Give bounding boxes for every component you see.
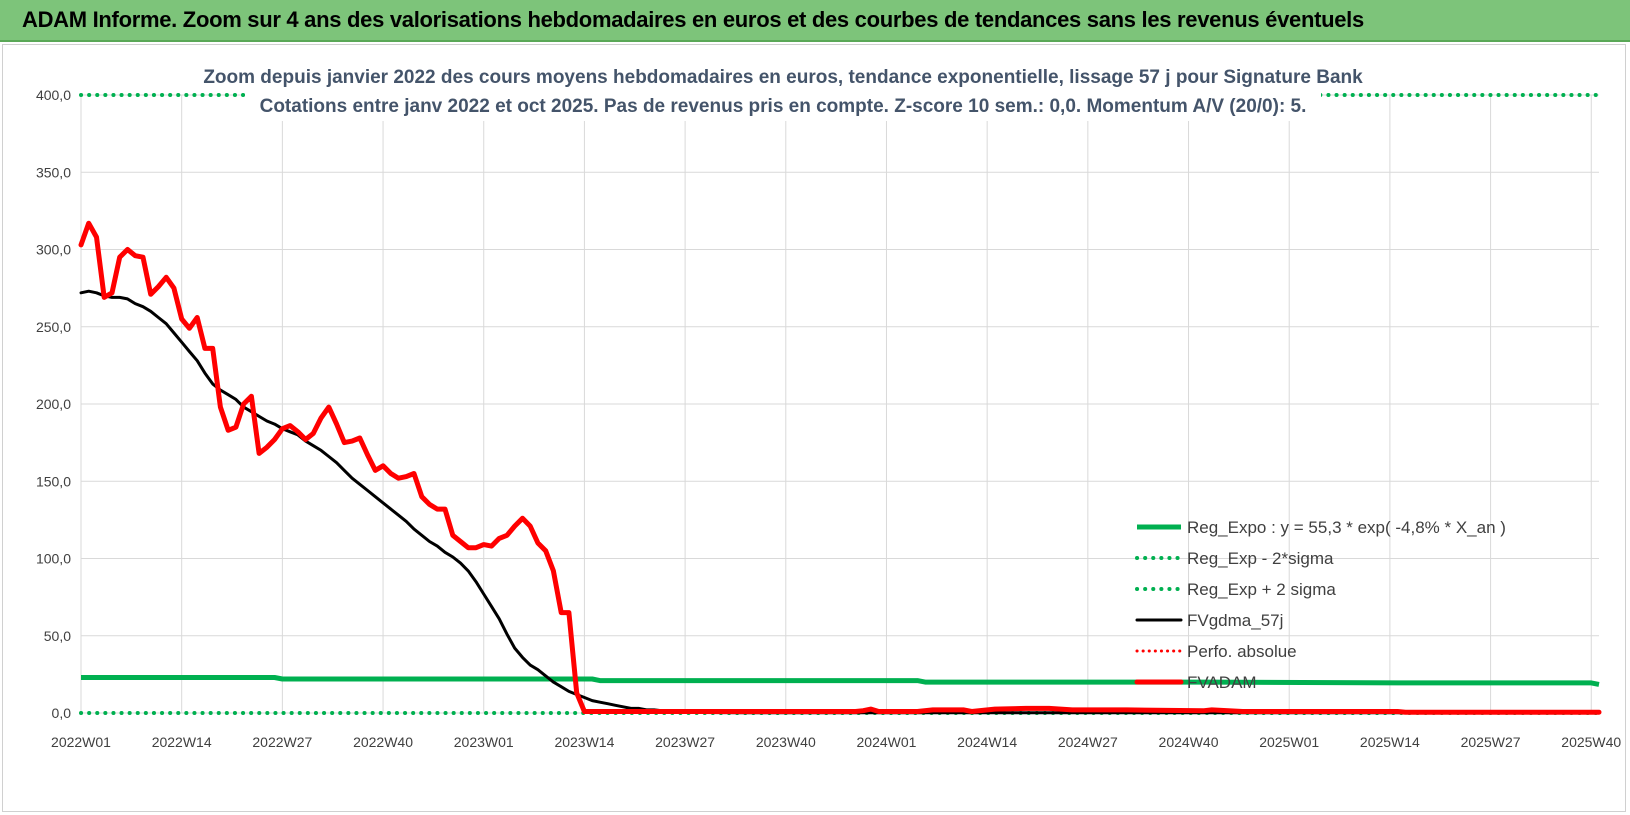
legend-reg-expo-label: Reg_Expo : y = 55,3 * exp( -4,8% * X_an …	[1187, 518, 1506, 537]
legend-fvgdma-label: FVgdma_57j	[1187, 611, 1283, 630]
x-tick-label: 2023W27	[655, 734, 715, 750]
chart-svg: 0,0 50,0 100,0 150,0 200,0 250,0 300,0 350,0 400…	[36, 57, 1621, 750]
title-banner: ADAM Informe. Zoom sur 4 ans des valoris…	[0, 0, 1630, 42]
fvadam-line	[78, 220, 1602, 715]
legend-fvadam-label: FVADAM	[1187, 673, 1257, 692]
x-tick-label: 2024W14	[957, 734, 1017, 750]
y-tick-label: 0,0	[52, 705, 72, 721]
x-tick-label: 2025W27	[1461, 734, 1521, 750]
y-tick-label: 150,0	[36, 473, 71, 489]
chart-frame: 0,0 50,0 100,0 150,0 200,0 250,0 300,0 350,0 400…	[2, 44, 1626, 812]
y-tick-label: 200,0	[36, 396, 71, 412]
chart-title: Zoom depuis janvier 2022 des cours moyen…	[203, 67, 1363, 88]
legend: Reg_Expo : y = 55,3 * exp( -4,8% * X_an …	[1134, 518, 1506, 692]
x-tick-label: 2022W40	[353, 734, 413, 750]
grid-layer	[80, 94, 1599, 714]
y-tick-label: 400,0	[36, 87, 71, 103]
legend-sigma-minus-label: Reg_Exp - 2*sigma	[1187, 549, 1334, 568]
reg-expo-line	[81, 675, 1600, 687]
y-tick-label: 250,0	[36, 319, 71, 335]
x-tick-label: 2025W01	[1259, 734, 1319, 750]
title-background	[245, 57, 1321, 121]
x-tick-label: 2022W01	[51, 734, 111, 750]
x-tick-label: 2023W01	[454, 734, 514, 750]
x-tick-label: 2023W40	[756, 734, 816, 750]
x-tick-label: 2024W27	[1058, 734, 1118, 750]
x-tick-label: 2025W40	[1561, 734, 1621, 750]
banner-title: ADAM Informe. Zoom sur 4 ans des valoris…	[22, 7, 1364, 32]
fvgdma-line	[79, 289, 1601, 715]
x-tick-label: 2025W14	[1360, 734, 1420, 750]
chart-subtitle: Cotations entre janv 2022 et oct 2025. P…	[260, 96, 1307, 117]
legend-perfo-label: Perfo. absolue	[1187, 642, 1297, 661]
axis-layer: 0,0 50,0 100,0 150,0 200,0 250,0 300,0 350,0 400…	[36, 87, 1621, 750]
title-layer: Zoom depuis janvier 2022 des cours moyen…	[203, 57, 1363, 121]
x-tick-label: 2024W01	[857, 734, 917, 750]
x-tick-label: 2022W14	[152, 734, 212, 750]
x-tick-label: 2022W27	[252, 734, 312, 750]
y-tick-label: 350,0	[36, 164, 71, 180]
y-tick-label: 300,0	[36, 242, 71, 258]
x-tick-label: 2024W40	[1159, 734, 1219, 750]
y-tick-label: 50,0	[44, 628, 71, 644]
x-tick-label: 2023W14	[554, 734, 614, 750]
legend-sigma-plus-label: Reg_Exp + 2 sigma	[1187, 580, 1336, 599]
y-tick-label: 100,0	[36, 551, 71, 567]
